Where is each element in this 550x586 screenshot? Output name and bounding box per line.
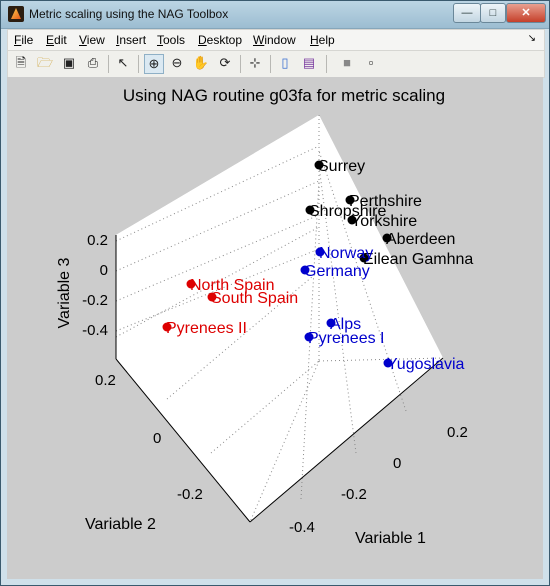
data-point-label: Perthshire (349, 193, 422, 210)
data-points: Surrey PerthshireShropshireYorkshireAberd… (162, 158, 473, 373)
z-tick-label: 0 (100, 262, 108, 279)
minimize-button[interactable]: — (453, 3, 481, 23)
data-point (347, 215, 357, 225)
window-title: Metric scaling using the NAG Toolbox (29, 7, 229, 21)
title-bar[interactable]: Metric scaling using the NAG Toolbox — □… (1, 1, 549, 29)
menu-file[interactable]: File (14, 33, 34, 47)
close-button[interactable]: ✕ (506, 3, 546, 23)
x-tick-label: 0 (393, 455, 401, 472)
hide-plot-tools-icon[interactable]: ■ (343, 55, 351, 70)
legend-icon[interactable]: ▤ (302, 55, 316, 70)
y-axis-label: Variable 2 (85, 516, 156, 533)
rotate-3d-icon[interactable]: ⟳ (219, 55, 231, 70)
data-point-label: Yorkshire (351, 213, 417, 230)
figure-canvas[interactable]: Using NAG routine g03fa for metric scali… (7, 77, 543, 579)
data-point (186, 279, 196, 289)
z-axis-label: Variable 3 (56, 257, 73, 328)
data-point (383, 358, 393, 368)
x-tick-label: -0.2 (341, 486, 367, 503)
colorbar-icon[interactable]: ▯ (281, 55, 289, 70)
grid-lines (115, 115, 444, 523)
data-point-label: North Spain (190, 277, 275, 294)
data-point-label: Pyrenees I (308, 330, 384, 347)
pan-hand-icon[interactable]: ✋ (192, 55, 210, 70)
menu-edit[interactable]: Edit (46, 33, 67, 47)
data-point (305, 205, 315, 215)
data-point-label: Pyrenees II (166, 320, 247, 337)
z-tick-label: -0.4 (82, 322, 108, 339)
z-tick-label: 0.2 (87, 232, 108, 249)
menu-desktop[interactable]: Desktop (198, 33, 243, 47)
data-point (300, 265, 310, 275)
menu-bar: File Edit View Insert Tools Desktop Wind… (7, 29, 545, 51)
zoom-out-icon[interactable]: ⊖ (171, 55, 183, 70)
data-point-label: Yugoslavia (387, 356, 464, 373)
y-tick-label: -0.2 (177, 486, 203, 503)
show-plot-tools-icon[interactable]: ▫ (368, 55, 374, 70)
data-point (345, 195, 355, 205)
data-point-label: Norway (319, 245, 373, 262)
menu-view[interactable]: View (79, 33, 105, 47)
data-point-label: Surrey (318, 158, 365, 175)
print-icon[interactable]: ⎙ (87, 55, 99, 70)
x-axis-label: Variable 1 (355, 530, 426, 547)
menu-window[interactable]: Window (253, 33, 296, 47)
dock-arrow-icon[interactable]: ↘ (527, 33, 536, 44)
open-file-icon[interactable]: 🗁 (36, 55, 54, 70)
data-point-label: Germany (304, 263, 370, 280)
data-point-label: Alps (330, 316, 361, 333)
data-point (207, 292, 217, 302)
x-tick-label: 0.2 (447, 424, 468, 441)
data-point-label: Eilean Gamhna (363, 251, 473, 268)
data-point-label: Aberdeen (386, 231, 455, 248)
data-point (314, 160, 324, 170)
data-point (315, 247, 325, 257)
menu-help[interactable]: Help (310, 33, 335, 47)
z-tick-label: -0.2 (82, 292, 108, 309)
y-tick-label: 0.2 (95, 372, 116, 389)
new-figure-icon[interactable]: 🗎 (15, 55, 27, 70)
menu-tools[interactable]: Tools (157, 33, 186, 47)
matlab-logo-icon (8, 6, 24, 22)
x-tick-label: -0.4 (289, 519, 315, 536)
plot-box (116, 115, 443, 522)
data-point (326, 318, 336, 328)
data-point (304, 332, 314, 342)
figure-toolbar: 🗎 🗁 ▣ ⎙ ↖ ⊕ ⊖ ✋ ⟳ ⊹ ▯ ▤ ■ ▫ (7, 50, 545, 78)
zoom-in-icon[interactable]: ⊕ (144, 54, 164, 74)
scatter-3d-plot: Using NAG routine g03fa for metric scali… (56, 86, 473, 547)
data-point-label: Shropshire (309, 203, 386, 220)
axis-box-edges (115, 235, 444, 523)
select-arrow-icon[interactable]: ↖ (117, 55, 129, 70)
data-point (162, 322, 172, 332)
chart-title: Using NAG routine g03fa for metric scali… (123, 86, 445, 105)
data-point (359, 253, 369, 263)
menu-insert[interactable]: Insert (116, 33, 147, 47)
maximize-button[interactable]: □ (480, 3, 506, 23)
y-tick-label: 0 (153, 430, 161, 447)
data-cursor-icon[interactable]: ⊹ (249, 55, 261, 70)
data-point-label: South Spain (211, 290, 298, 307)
data-point (382, 233, 392, 243)
save-icon[interactable]: ▣ (62, 55, 76, 70)
